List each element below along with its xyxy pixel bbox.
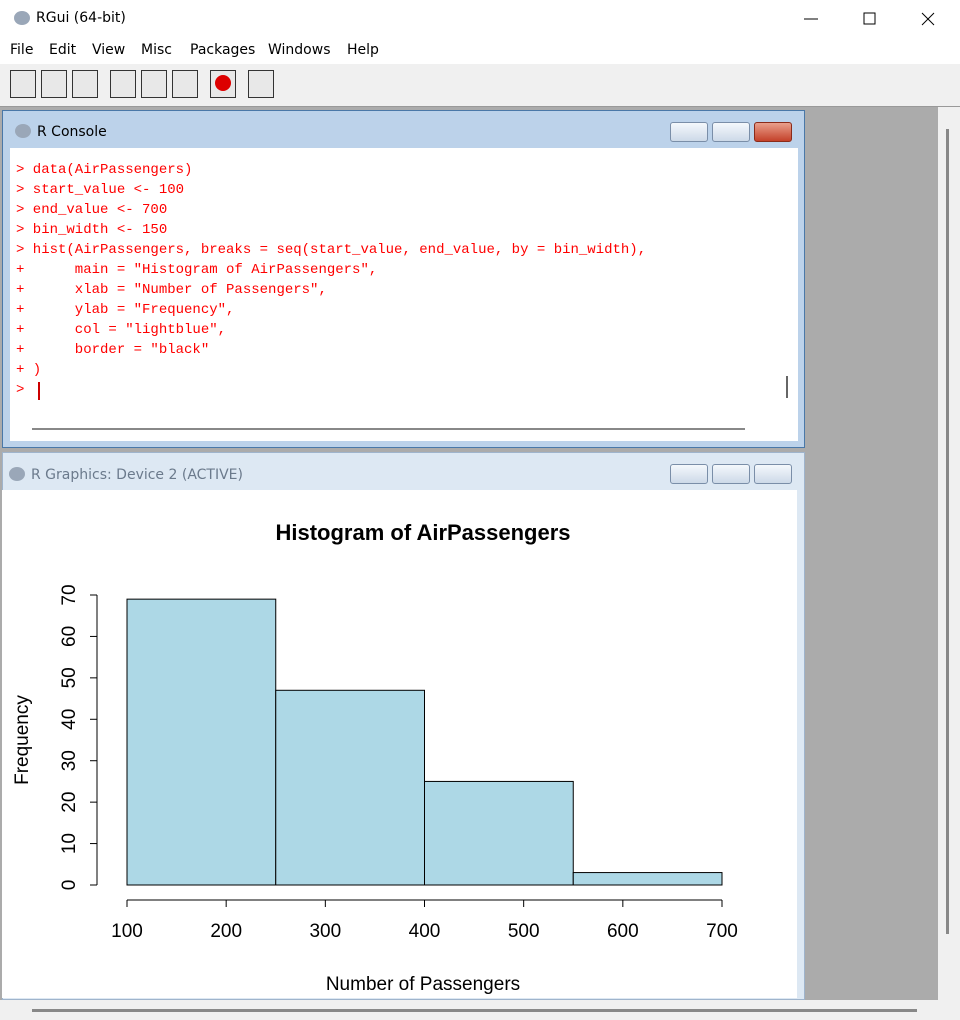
y-tick-label: 20 (59, 792, 80, 813)
load-button[interactable] (41, 70, 67, 98)
y-tick-label: 0 (59, 880, 80, 891)
paste-button[interactable] (141, 70, 167, 98)
menu-item[interactable]: File (10, 42, 34, 58)
chart-title: Histogram of AirPassengers (275, 520, 570, 545)
console-line: + main = "Histogram of AirPassengers", (16, 262, 378, 278)
app-icon (14, 11, 30, 25)
menu-item[interactable]: Packages (190, 42, 256, 58)
console-text: > data(AirPassengers) > start_value <- 10… (16, 162, 646, 402)
console-hscroll[interactable] (32, 428, 745, 430)
print-button[interactable] (248, 70, 274, 98)
console-close[interactable] (754, 122, 792, 142)
console-line: > start_value <- 100 (16, 182, 185, 198)
title-bar: RGui (64-bit) (0, 0, 960, 38)
x-tick-label: 700 (706, 921, 738, 942)
menu-item[interactable]: Help (347, 42, 379, 58)
menu-item[interactable]: Misc (141, 42, 172, 58)
graphics-title: R Graphics: Device 2 (ACTIVE) (31, 467, 243, 483)
graphics-icon (9, 467, 25, 481)
console-line: + ylab = "Frequency", (16, 302, 235, 318)
y-axis-label: Frequency (12, 695, 33, 785)
window-controls[interactable] (790, 0, 960, 38)
console-line: > data(AirPassengers) (16, 162, 193, 178)
x-axis-label: Number of Passengers (326, 974, 520, 995)
console-line: + ) (16, 362, 42, 378)
refresh-button[interactable] (172, 70, 198, 98)
y-tick-label: 30 (59, 750, 80, 771)
save-button[interactable] (72, 70, 98, 98)
console-line: > hist(AirPassengers, breaks = seq(start… (16, 242, 647, 258)
console-line: > (16, 382, 25, 398)
x-tick-label: 300 (309, 921, 341, 942)
cursor (38, 382, 40, 400)
x-tick-label: 400 (409, 921, 441, 942)
menu-item[interactable]: View (92, 42, 126, 58)
console-window: R Console > data(AirPassengers) > start_v… (2, 110, 805, 448)
y-tick-label: 70 (59, 584, 80, 605)
console-body[interactable]: > data(AirPassengers) > start_value <- 10… (10, 148, 798, 441)
x-tick-label: 100 (111, 921, 143, 942)
console-line: > bin_width <- 150 (16, 222, 168, 238)
x-tick-label: 500 (508, 921, 540, 942)
vertical-scrollbar[interactable] (938, 107, 960, 1000)
menu-item[interactable]: Edit (49, 42, 77, 58)
horizontal-scrollbar[interactable] (0, 1000, 960, 1020)
console-line: + border = "black" (16, 342, 210, 358)
open-button[interactable] (10, 70, 36, 98)
bar (126, 598, 277, 886)
console-line: + col = "lightblue", (16, 322, 227, 338)
bar (424, 780, 574, 886)
console-line: + xlab = "Number of Passengers", (16, 282, 327, 298)
console-line: > end_value <- 700 (16, 202, 168, 218)
bar (275, 689, 425, 886)
window-title: RGui (64-bit) (36, 10, 126, 26)
y-tick-label: 50 (59, 667, 80, 688)
bar (572, 872, 723, 886)
y-tick-label: 10 (59, 833, 80, 854)
y-tick-label: 40 (59, 709, 80, 730)
menu-bar: File Edit View Misc Packages Windows Help (0, 38, 960, 64)
copy-button[interactable] (110, 70, 136, 98)
console-scroll-thumb[interactable] (786, 376, 788, 398)
graphics-maximize[interactable] (712, 464, 750, 484)
console-icon (15, 124, 31, 138)
x-tick-label: 600 (607, 921, 639, 942)
console-minimize[interactable] (670, 122, 708, 142)
menu-item[interactable]: Windows (268, 42, 331, 58)
x-tick-label: 200 (210, 921, 242, 942)
y-tick-label: 60 (59, 626, 80, 647)
stop-button[interactable] (210, 70, 236, 98)
histogram-plot: Histogram of AirPassengers Number of Pas… (2, 490, 797, 998)
graphics-minimize[interactable] (670, 464, 708, 484)
console-title: R Console (37, 124, 107, 140)
graphics-close[interactable] (754, 464, 792, 484)
console-maximize[interactable] (712, 122, 750, 142)
